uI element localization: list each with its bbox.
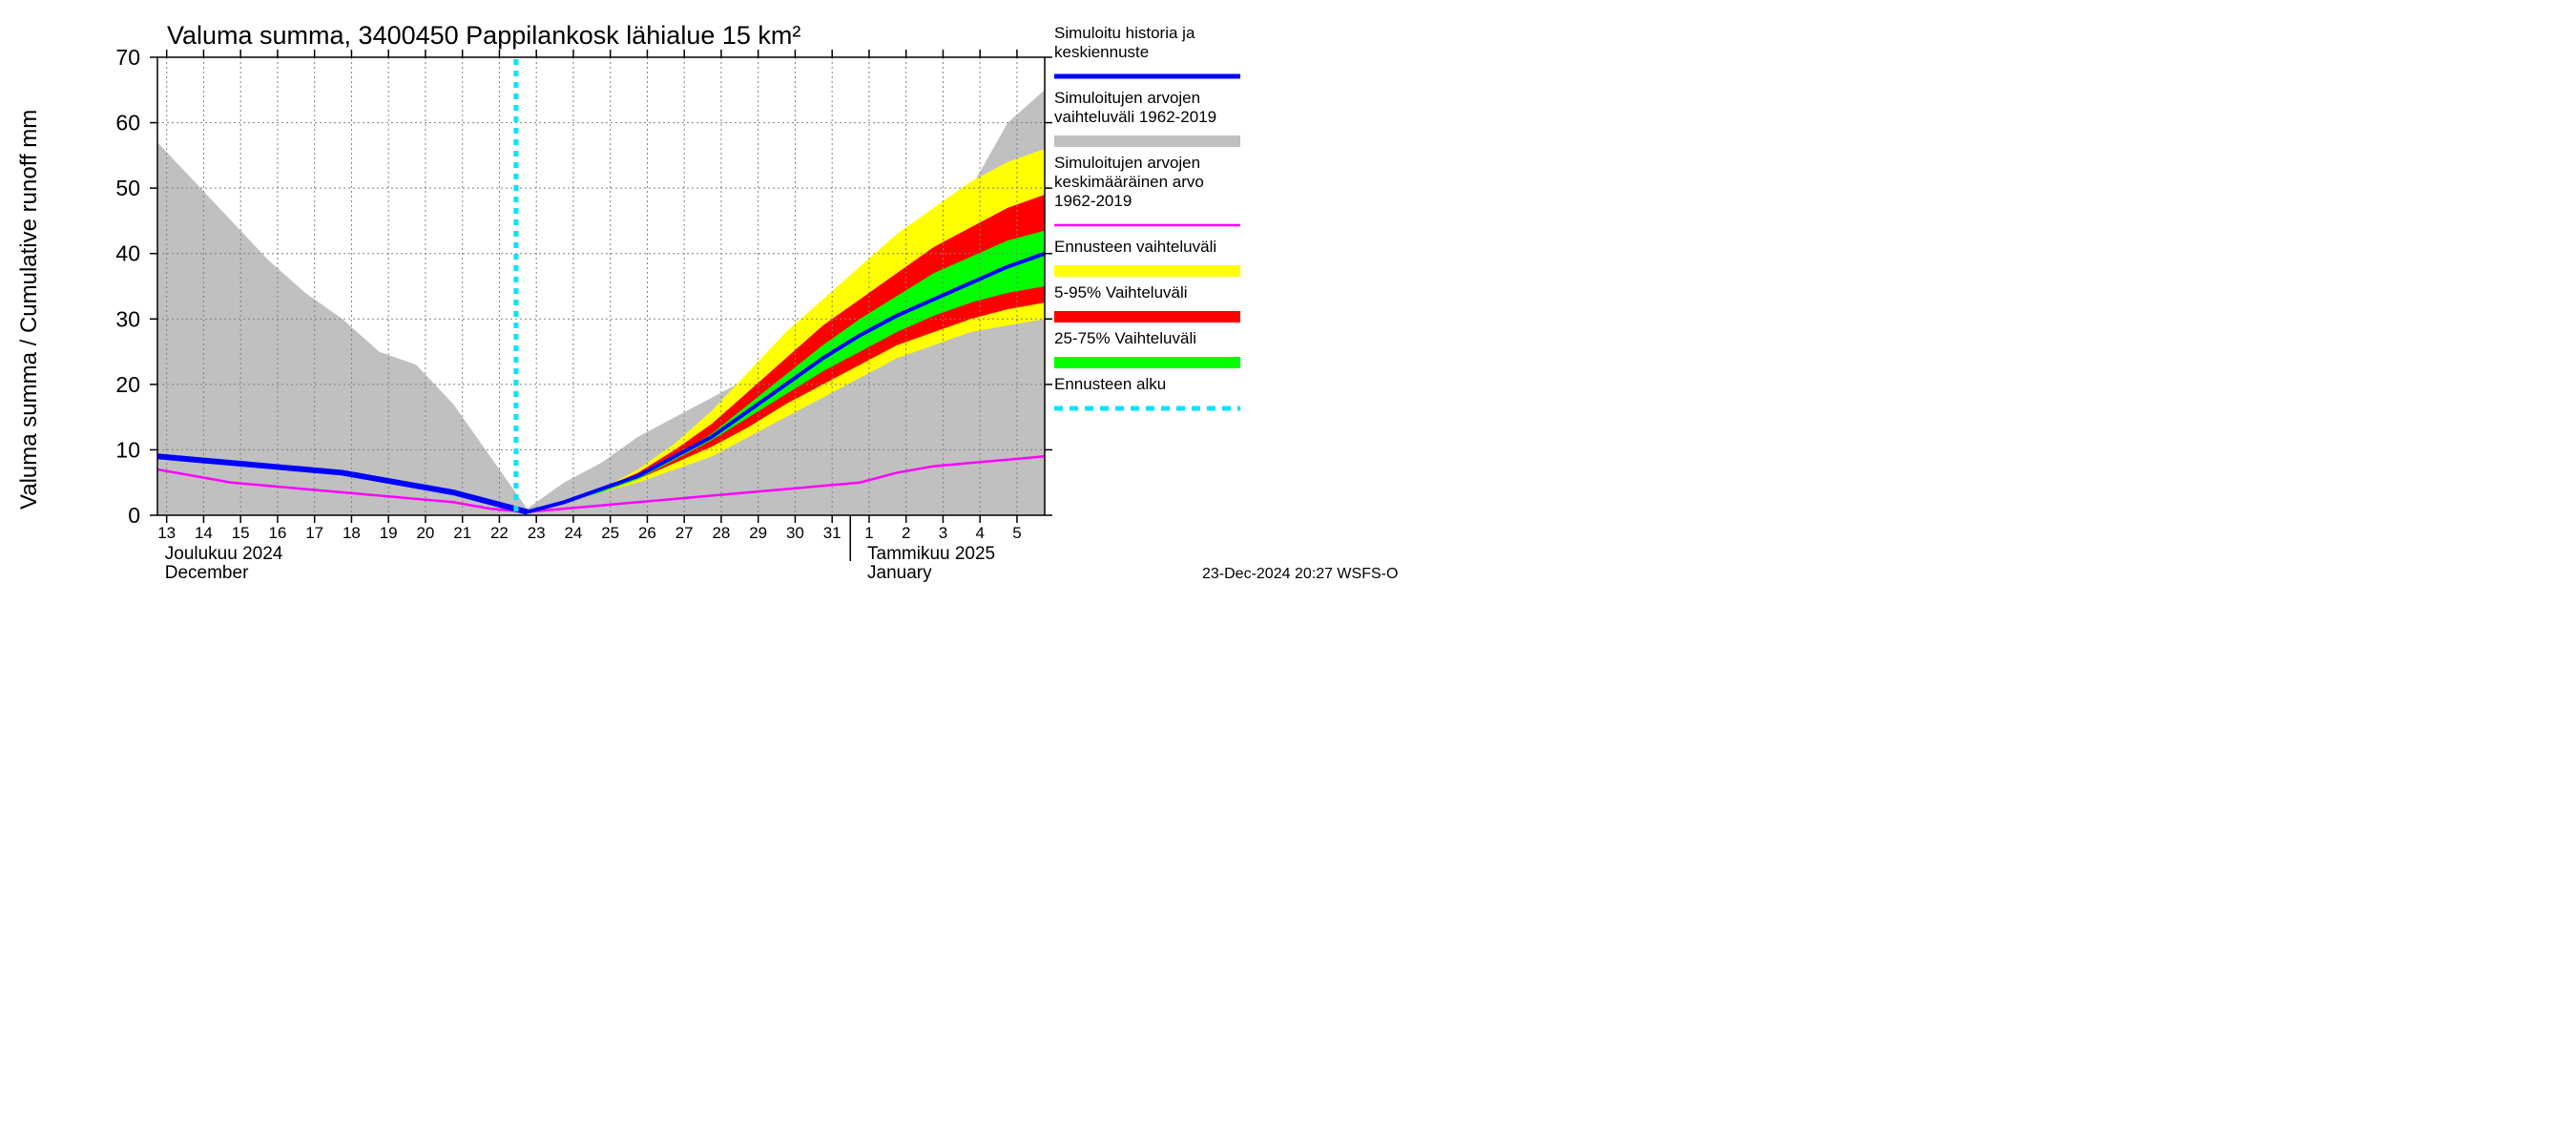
x-tick-label: 16 bbox=[268, 524, 286, 542]
runoff-chart: 0102030405060701314151617181920212223242… bbox=[0, 0, 1431, 636]
y-tick-label: 40 bbox=[115, 241, 140, 266]
x-tick-label: 18 bbox=[343, 524, 361, 542]
x-tick-label: 14 bbox=[195, 524, 213, 542]
legend-label: keskiennuste bbox=[1054, 43, 1149, 61]
x-tick-label: 15 bbox=[232, 524, 250, 542]
legend-label: Ennusteen vaihteluväli bbox=[1054, 238, 1216, 256]
timestamp-footer: 23-Dec-2024 20:27 WSFS-O bbox=[1202, 566, 1398, 582]
chart-container: 0102030405060701314151617181920212223242… bbox=[0, 0, 1431, 636]
month-label-fi: Joulukuu 2024 bbox=[165, 544, 283, 564]
x-tick-label: 23 bbox=[528, 524, 546, 542]
y-tick-label: 30 bbox=[115, 306, 140, 331]
legend-label: Ennusteen alku bbox=[1054, 375, 1166, 393]
x-tick-label: 1 bbox=[864, 524, 873, 542]
x-tick-label: 21 bbox=[453, 524, 471, 542]
legend-swatch bbox=[1054, 135, 1240, 147]
x-tick-label: 20 bbox=[416, 524, 434, 542]
x-tick-label: 22 bbox=[490, 524, 509, 542]
x-tick-label: 31 bbox=[823, 524, 841, 542]
y-tick-label: 10 bbox=[115, 437, 140, 462]
legend-label: vaihteluväli 1962-2019 bbox=[1054, 108, 1216, 126]
month-label-fi: Tammikuu 2025 bbox=[867, 544, 995, 564]
legend-swatch bbox=[1054, 357, 1240, 368]
y-tick-label: 20 bbox=[115, 372, 140, 397]
legend-label: Simuloitujen arvojen bbox=[1054, 89, 1200, 107]
x-tick-label: 19 bbox=[380, 524, 398, 542]
x-tick-label: 27 bbox=[675, 524, 694, 542]
y-tick-label: 70 bbox=[115, 45, 140, 70]
legend-label: 25-75% Vaihteluväli bbox=[1054, 329, 1196, 347]
x-tick-label: 28 bbox=[712, 524, 730, 542]
legend-label: keskimääräinen arvo bbox=[1054, 173, 1204, 191]
y-tick-label: 50 bbox=[115, 176, 140, 200]
y-tick-label: 60 bbox=[115, 111, 140, 135]
legend-swatch bbox=[1054, 265, 1240, 277]
x-tick-label: 4 bbox=[975, 524, 984, 542]
x-tick-label: 17 bbox=[305, 524, 323, 542]
x-tick-label: 25 bbox=[601, 524, 619, 542]
x-tick-label: 13 bbox=[157, 524, 176, 542]
x-tick-label: 5 bbox=[1012, 524, 1021, 542]
month-label-en: January bbox=[867, 563, 932, 583]
x-tick-label: 29 bbox=[749, 524, 767, 542]
x-tick-label: 3 bbox=[939, 524, 947, 542]
x-tick-label: 24 bbox=[564, 524, 582, 542]
legend-label: Simuloitu historia ja bbox=[1054, 24, 1195, 42]
chart-title: Valuma summa, 3400450 Pappilankosk lähia… bbox=[167, 21, 800, 50]
x-tick-label: 26 bbox=[638, 524, 656, 542]
y-tick-label: 0 bbox=[128, 503, 140, 528]
legend-label: 1962-2019 bbox=[1054, 192, 1132, 210]
month-label-en: December bbox=[165, 563, 249, 583]
x-tick-label: 30 bbox=[786, 524, 804, 542]
legend-swatch bbox=[1054, 311, 1240, 323]
legend-label: Simuloitujen arvojen bbox=[1054, 154, 1200, 172]
x-tick-label: 2 bbox=[902, 524, 910, 542]
y-axis-label: Valuma summa / Cumulative runoff mm bbox=[16, 110, 42, 510]
legend-label: 5-95% Vaihteluväli bbox=[1054, 283, 1188, 302]
